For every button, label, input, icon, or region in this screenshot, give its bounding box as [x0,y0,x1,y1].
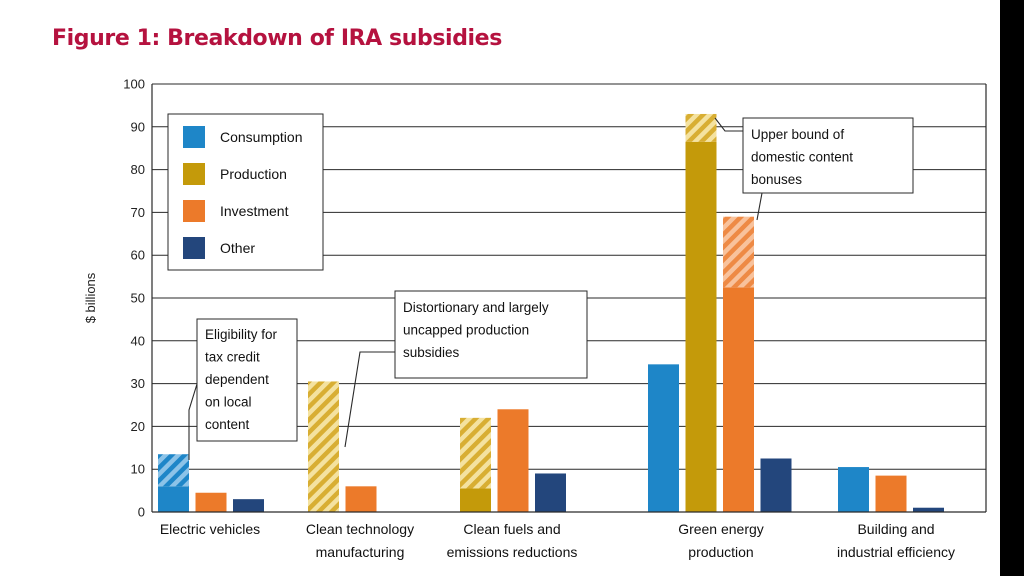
y-tick-label: 60 [131,248,145,263]
bar-production-2 [460,488,491,512]
category-label: Clean technology [306,521,414,537]
y-tick-label: 70 [131,205,145,220]
y-axis-label: $ billions [83,272,98,323]
annotation-leader-investment [756,192,830,221]
annotation-box-0 [196,318,298,442]
bar-other-4 [913,507,944,512]
bar-upper-bound-production-3 [685,113,717,142]
chart-title: Figure 1: Breakdown of IRA subsidies [52,26,502,51]
bar-production-3 [685,141,717,512]
bar-chart: 0 10 20 30 40 50 60 70 80 90 100 $ billions Electric… [83,77,987,560]
legend-label-investment: Investment [220,203,289,219]
y-tick-label: 80 [131,162,145,177]
bar-consumption-3 [648,364,679,512]
legend-label-consumption: Consumption [220,129,303,145]
legend-label-other: Other [220,240,255,256]
bar-consumption-0 [158,486,189,512]
legend-swatch-production [183,163,205,185]
bar-investment-1 [345,486,377,512]
legend-swatch-investment [183,200,205,222]
legend-label-production: Production [220,166,287,182]
y-tick-label: 20 [131,419,145,434]
bar-upper-bound-production-2 [460,417,491,489]
category-label: production [688,544,753,560]
annotation-text: Eligibility for [205,327,278,342]
bar-other-2 [535,473,566,512]
bar-upper-bound-consumption-0 [158,454,189,487]
bar-other-3 [760,458,792,512]
bar-other-0 [233,499,264,512]
category-label: industrial efficiency [837,544,955,560]
y-tick-label: 90 [131,119,145,134]
bar-investment-0 [195,492,227,512]
legend-swatch-consumption [183,126,205,148]
category-label: manufacturing [316,544,405,560]
category-label: Green energy [678,521,764,537]
annotation-text: on local [205,395,252,410]
annotation-text: uncapped production [403,323,529,338]
legend-swatch-other [183,237,205,259]
annotation-text: domestic content [751,150,853,165]
y-tick-label: 100 [123,77,145,92]
bar-investment-2 [497,409,529,512]
annotation-leader-0 [188,383,198,460]
annotation-text: Distortionary and largely [403,300,549,315]
bar-upper-bound-production-1 [308,381,339,512]
bar-upper-bound-investment-3 [723,216,754,288]
chart-frame: Figure 1: Breakdown of IRA subsidies 0 10… [0,0,1000,576]
y-tick-label: 50 [131,291,145,306]
annotations: Eligibility for tax credit dependent on loc… [188,117,914,460]
annotation-text: bonuses [751,172,802,187]
y-tick-label: 10 [131,462,145,477]
bars [158,113,944,512]
annotation-text: Upper bound of [751,127,844,142]
annotation-text: content [205,417,250,432]
y-tick-label: 40 [131,333,145,348]
annotation-box-1 [394,290,588,379]
annotation-text: dependent [205,372,269,387]
annotation-text: subsidies [403,345,460,360]
annotation-text: tax credit [205,350,260,365]
annotation-leader-2 [714,117,743,132]
category-label: emissions reductions [447,544,578,560]
axes: 0 10 20 30 40 50 60 70 80 90 100 $ billions Electric… [83,77,987,560]
bar-investment-4 [875,475,907,512]
bar-consumption-4 [838,467,869,512]
legend: Consumption Production Investment Other [167,113,324,271]
category-label: Electric vehicles [160,521,260,537]
category-label: Building and [857,521,934,537]
y-tick-label: 30 [131,376,145,391]
annotation-leader-1 [344,351,395,448]
y-tick-label: 0 [138,505,145,520]
bar-investment-3 [723,287,754,512]
category-label: Clean fuels and [463,521,560,537]
